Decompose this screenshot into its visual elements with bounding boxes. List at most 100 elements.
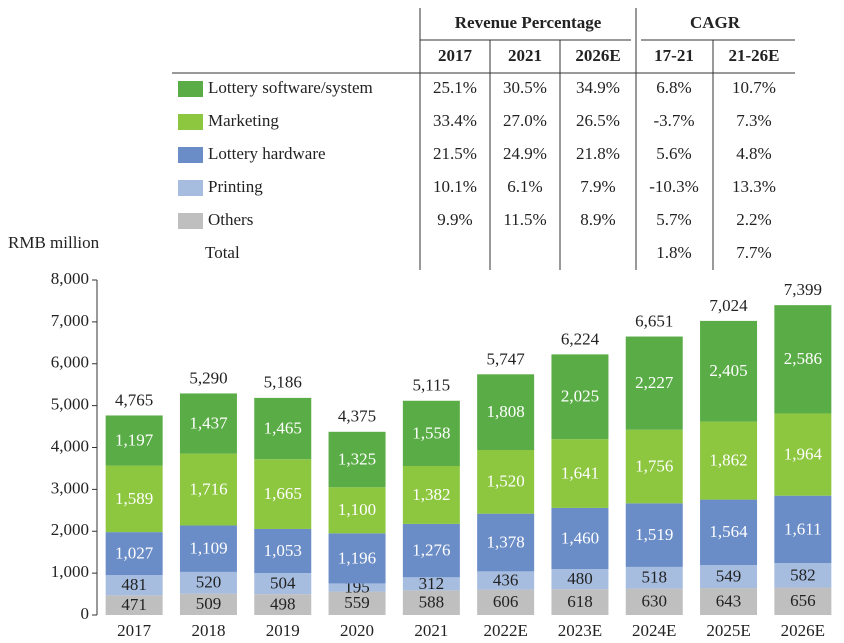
bar-segment bbox=[254, 397, 312, 460]
legend-swatch bbox=[178, 114, 203, 130]
bar-segment bbox=[774, 413, 832, 496]
table-cell: 26.5% bbox=[576, 111, 620, 130]
total-label: 5,186 bbox=[264, 373, 302, 392]
x-tick-label: 2025E bbox=[706, 621, 750, 640]
table-cell: 21.5% bbox=[433, 144, 477, 163]
legend-swatch bbox=[178, 81, 203, 97]
table-column-header: 2017 bbox=[438, 46, 473, 65]
x-tick-label: 2022E bbox=[483, 621, 527, 640]
bar-segment bbox=[551, 354, 609, 440]
table-cell: 25.1% bbox=[433, 78, 477, 97]
x-tick-label: 2018 bbox=[191, 621, 225, 640]
data-label: 1,716 bbox=[189, 479, 227, 498]
table-group-header: Revenue Percentage bbox=[455, 13, 602, 32]
bar-segment bbox=[477, 450, 535, 514]
y-tick-label: 3,000 bbox=[51, 478, 89, 497]
bar-segment bbox=[700, 588, 758, 615]
data-label: 1,520 bbox=[487, 472, 525, 491]
bar-segment bbox=[105, 465, 163, 533]
table-cell: 24.9% bbox=[503, 144, 547, 163]
total-label: 7,399 bbox=[784, 280, 822, 299]
total-label: 5,290 bbox=[189, 368, 227, 387]
bar-segment bbox=[477, 589, 535, 615]
data-label: 1,964 bbox=[784, 444, 823, 463]
bar-segment bbox=[179, 571, 237, 594]
data-label: 2,586 bbox=[784, 349, 822, 368]
table-cell: 7.7% bbox=[736, 243, 771, 262]
data-label: 2,025 bbox=[561, 387, 599, 406]
bar-segment bbox=[402, 577, 460, 591]
y-tick-label: 7,000 bbox=[51, 311, 89, 330]
bar-segment bbox=[179, 525, 237, 572]
table-column-header: 21-26E bbox=[729, 46, 780, 65]
data-label: 2,227 bbox=[635, 373, 674, 392]
bar-segment bbox=[477, 571, 535, 590]
y-tick-label: 0 bbox=[81, 604, 90, 623]
bar-segment bbox=[402, 466, 460, 524]
legend-swatch bbox=[178, 147, 203, 163]
legend-label: Lottery software/system bbox=[208, 78, 373, 97]
legend-label: Lottery hardware bbox=[208, 144, 326, 163]
data-label: 549 bbox=[716, 566, 742, 585]
table-cell: 9.9% bbox=[437, 210, 472, 229]
bar-segment bbox=[700, 320, 758, 422]
data-label: 436 bbox=[493, 570, 519, 589]
legend-label: Marketing bbox=[208, 111, 279, 130]
x-tick-label: 2017 bbox=[117, 621, 152, 640]
table-cell: 7.3% bbox=[736, 111, 771, 130]
data-label: 1,641 bbox=[561, 463, 599, 482]
bar-segment bbox=[179, 393, 237, 454]
data-label: 1,437 bbox=[189, 413, 228, 432]
data-label: 1,519 bbox=[635, 525, 673, 544]
data-label: 1,808 bbox=[487, 402, 525, 421]
data-label: 1,564 bbox=[709, 522, 748, 541]
data-label: 520 bbox=[196, 573, 222, 592]
data-label: 1,862 bbox=[709, 451, 747, 470]
bar-segment bbox=[551, 589, 609, 615]
data-label: 643 bbox=[716, 591, 742, 610]
data-label: 1,109 bbox=[189, 539, 227, 558]
data-label: 1,197 bbox=[115, 430, 154, 449]
table-cell: 2.2% bbox=[736, 210, 771, 229]
table-cell: 5.6% bbox=[656, 144, 691, 163]
bar-segment bbox=[477, 374, 535, 451]
bar-segment bbox=[402, 400, 460, 467]
data-label: 480 bbox=[567, 569, 593, 588]
data-label: 618 bbox=[567, 592, 593, 611]
table-group-header: CAGR bbox=[690, 13, 741, 32]
bar-segment bbox=[551, 569, 609, 590]
bar-segment bbox=[254, 594, 312, 615]
total-label: 5,747 bbox=[487, 349, 526, 368]
bar-segment bbox=[402, 590, 460, 615]
legend-label: Printing bbox=[208, 177, 263, 196]
bar-segment bbox=[625, 429, 683, 504]
total-label: 4,765 bbox=[115, 390, 153, 409]
data-label: 1,665 bbox=[264, 484, 302, 503]
bar-segment bbox=[179, 593, 237, 615]
bar-segment bbox=[700, 421, 758, 500]
table-cell: 33.4% bbox=[433, 111, 477, 130]
bar-segment bbox=[254, 459, 312, 529]
total-label: 7,024 bbox=[709, 296, 748, 315]
bar-segment bbox=[551, 439, 609, 508]
total-label: 5,115 bbox=[413, 376, 451, 395]
x-tick-label: 2026E bbox=[781, 621, 825, 640]
y-tick-label: 8,000 bbox=[51, 269, 89, 288]
bar-segment bbox=[700, 565, 758, 589]
bar-segment bbox=[477, 513, 535, 572]
bar-segment bbox=[105, 532, 163, 576]
bar-segment bbox=[774, 587, 832, 615]
table-column-header: 17-21 bbox=[654, 46, 694, 65]
bar-segment bbox=[254, 573, 312, 595]
data-label: 1,558 bbox=[412, 423, 450, 442]
data-label: 1,378 bbox=[487, 532, 525, 551]
legend-swatch bbox=[178, 180, 203, 196]
bar-segment bbox=[700, 499, 758, 566]
data-label: 559 bbox=[344, 593, 370, 612]
table-cell: 6.8% bbox=[656, 78, 691, 97]
total-label: 6,224 bbox=[561, 329, 600, 348]
data-label: 1,325 bbox=[338, 449, 376, 468]
data-label: 312 bbox=[419, 574, 445, 593]
table-cell: 1.8% bbox=[656, 243, 691, 262]
